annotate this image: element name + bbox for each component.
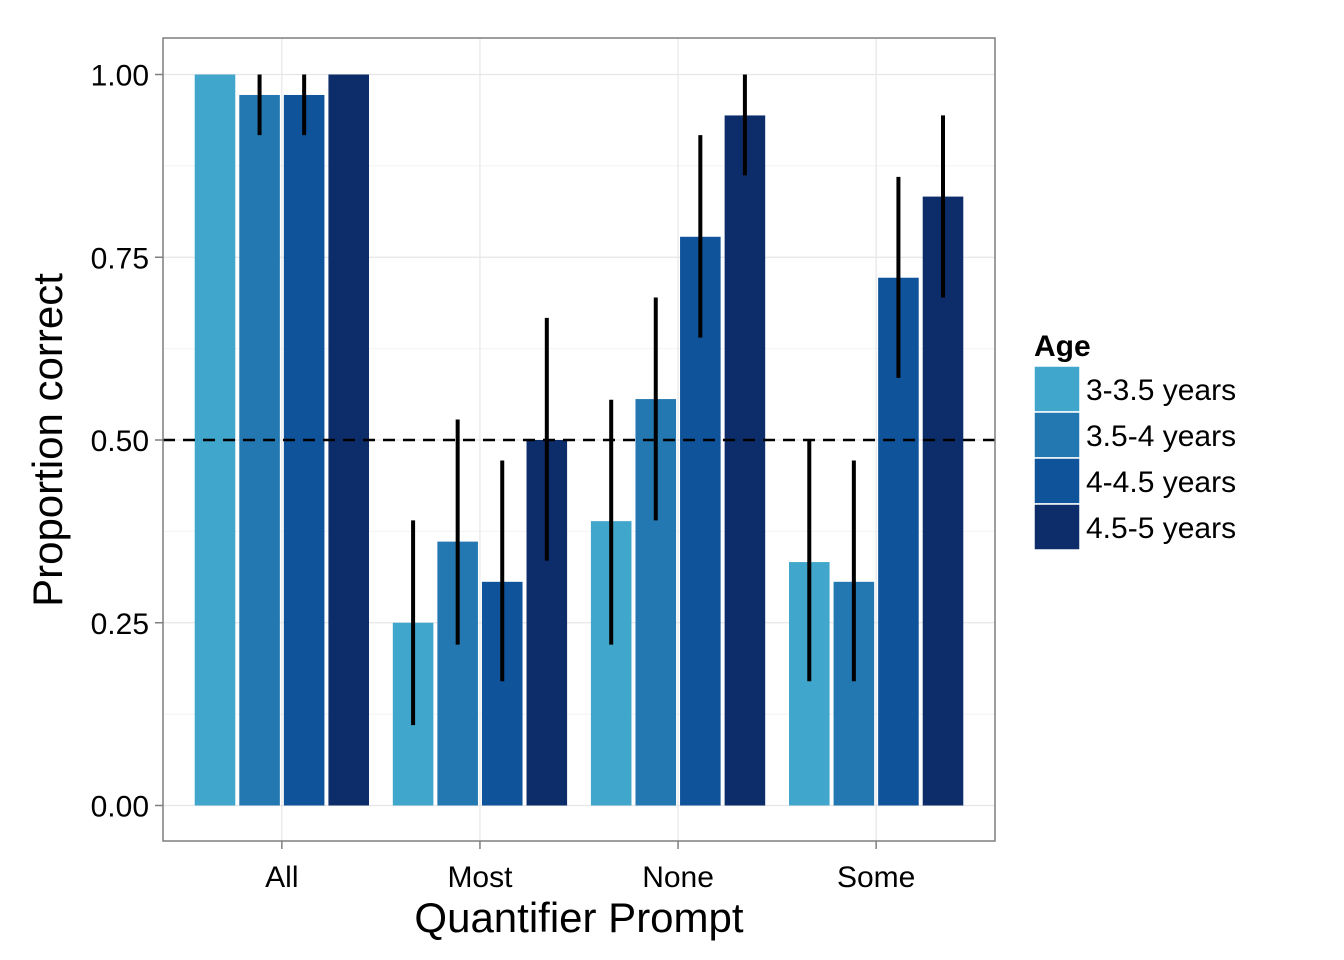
legend-swatch	[1033, 457, 1081, 505]
error-bars	[257, 74, 945, 726]
x-tick-label: Some	[837, 861, 915, 894]
y-tick-label: 0.75	[91, 242, 149, 275]
legend: Age 3-3.5 years 3.5-4 years 4-4.5 years 4.5…	[1033, 330, 1236, 551]
bar	[922, 196, 964, 806]
legend-label: 3.5-4 years	[1086, 420, 1236, 453]
legend-swatch	[1033, 411, 1081, 459]
x-tick-label: Most	[447, 861, 513, 894]
y-tick-label: 0.00	[91, 791, 149, 824]
y-axis-title: Proportion correct	[24, 273, 71, 607]
x-axis-title: Quantifier Prompt	[414, 894, 743, 941]
x-tick-label: None	[642, 861, 714, 894]
y-tick-label: 1.00	[91, 60, 149, 93]
legend-label: 4-4.5 years	[1086, 466, 1236, 499]
y-tick-label: 0.25	[91, 608, 149, 641]
legend-label: 3-3.5 years	[1086, 374, 1236, 407]
legend-label: 4.5-5 years	[1086, 512, 1236, 545]
bar	[239, 94, 280, 806]
legend-swatch	[1033, 503, 1081, 551]
x-tick-label: All	[265, 861, 298, 894]
bar	[724, 115, 766, 806]
axes: 0.00 0.25 0.50 0.75 1.00 All Most None Some	[91, 60, 916, 895]
legend-title: Age	[1034, 330, 1091, 363]
legend-swatch	[1033, 365, 1081, 413]
bar	[283, 94, 325, 806]
y-tick-label: 0.50	[91, 425, 149, 458]
